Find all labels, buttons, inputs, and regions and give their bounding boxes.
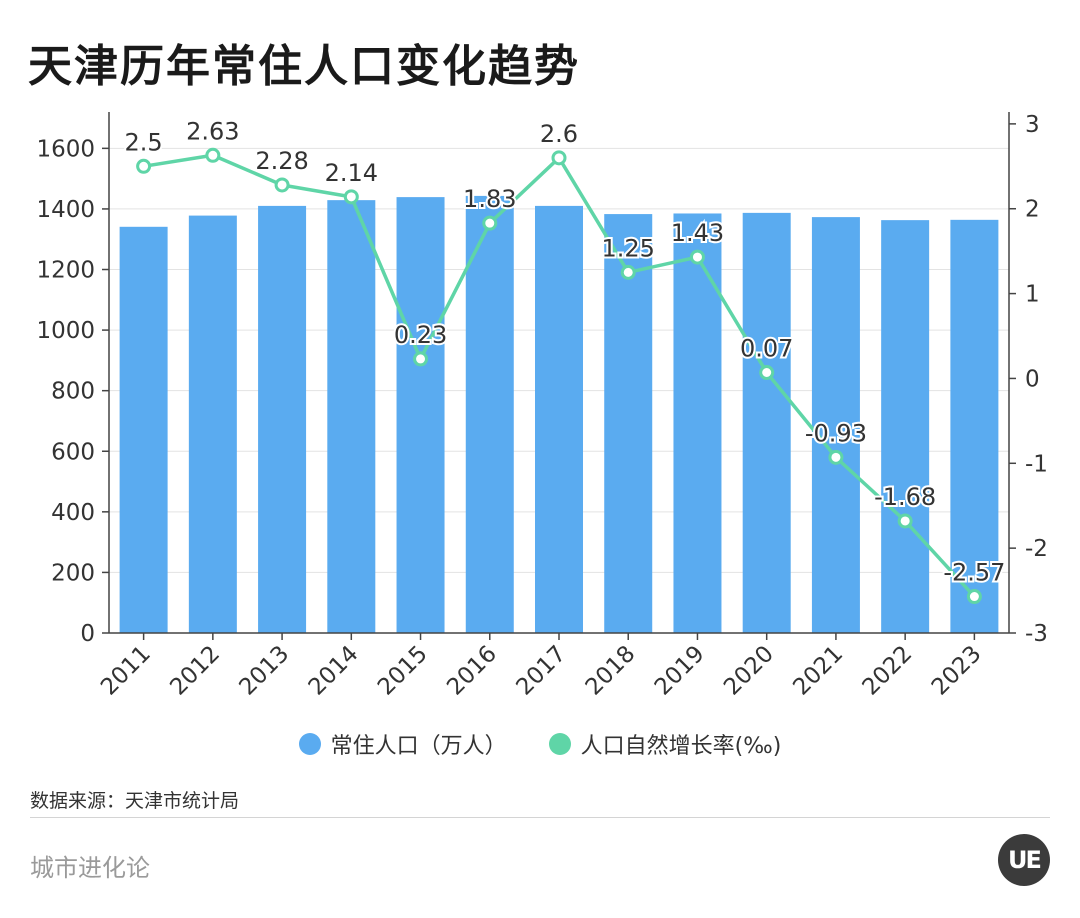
y-right-tick-label: -3 bbox=[1025, 621, 1048, 647]
legend-label-growth-rate: 人口自然增长率(‰) bbox=[580, 734, 782, 759]
x-tick-label: 2015 bbox=[373, 641, 433, 701]
bar bbox=[950, 219, 999, 633]
data-point bbox=[620, 264, 636, 280]
x-tick-label: 2016 bbox=[442, 641, 502, 701]
combo-chart: 0 200 400 600 800 1000 1200 1400 1600 -3 -2 -1 0 1 2 3 2… bbox=[36, 112, 1048, 701]
chart-title: 天津历年常住人口变化趋势 bbox=[28, 41, 580, 92]
data-source: 数据来源：天津市统计局 bbox=[30, 790, 240, 812]
bar bbox=[188, 215, 237, 634]
data-point bbox=[274, 177, 290, 193]
brand-name: 城市进化论 bbox=[30, 854, 150, 882]
bar bbox=[465, 195, 514, 634]
y-left-tick-label: 0 bbox=[80, 621, 95, 647]
x-tick-label: 2020 bbox=[719, 641, 779, 701]
x-tick-label: 2023 bbox=[927, 641, 987, 701]
bar bbox=[742, 212, 791, 633]
data-label: 1.83 bbox=[463, 185, 516, 213]
data-label: 2.14 bbox=[325, 159, 378, 187]
data-point bbox=[966, 589, 982, 605]
bar bbox=[881, 220, 930, 633]
y-right-tick-label: -2 bbox=[1025, 536, 1048, 562]
y-right-tick-label: 0 bbox=[1025, 366, 1040, 392]
y-left-tick-label: 1600 bbox=[36, 136, 95, 162]
brand-logo: UE bbox=[998, 834, 1050, 886]
x-tick-label: 2011 bbox=[96, 641, 156, 701]
x-tick-label: 2012 bbox=[165, 641, 225, 701]
y-left-tick-label: 400 bbox=[51, 500, 95, 526]
bar bbox=[811, 217, 860, 634]
y-right-tick-label: -1 bbox=[1025, 451, 1048, 477]
data-point bbox=[897, 513, 913, 529]
y-right-tick-label: 1 bbox=[1025, 282, 1040, 308]
data-label: 2.28 bbox=[255, 147, 308, 175]
data-label: 1.25 bbox=[602, 234, 655, 262]
legend-label-population: 常住人口（万人） bbox=[330, 734, 507, 759]
data-point bbox=[413, 351, 429, 367]
bar bbox=[604, 214, 653, 633]
legend-swatch-line bbox=[548, 733, 571, 755]
x-tick-label: 2013 bbox=[235, 641, 295, 701]
y-left-tick-label: 200 bbox=[51, 560, 95, 586]
bar bbox=[535, 205, 583, 633]
legend-swatch-bar bbox=[298, 733, 321, 755]
x-tick-label: 2018 bbox=[581, 641, 641, 701]
bar bbox=[396, 197, 445, 633]
y-right-tick-label: 2 bbox=[1025, 197, 1040, 223]
data-label: 0.23 bbox=[394, 321, 447, 349]
data-label: 2.5 bbox=[125, 128, 163, 156]
data-label: -2.57 bbox=[943, 559, 1005, 587]
bar bbox=[258, 205, 307, 633]
legend-item-population[interactable]: 常住人口（万人） bbox=[298, 728, 507, 760]
y-left-tick-label: 1200 bbox=[36, 258, 95, 284]
data-label: 1.43 bbox=[671, 219, 724, 247]
y-left-tick-label: 600 bbox=[51, 439, 95, 465]
data-point bbox=[759, 365, 775, 380]
data-point bbox=[482, 215, 498, 231]
x-tick-label: 2017 bbox=[511, 641, 571, 701]
data-point bbox=[689, 249, 705, 265]
data-point bbox=[205, 147, 221, 163]
data-label: 2.6 bbox=[540, 120, 578, 148]
bar bbox=[327, 200, 376, 633]
y-left-tick-label: 1400 bbox=[36, 197, 95, 223]
data-label: 2.63 bbox=[186, 117, 239, 145]
y-left-tick-label: 1000 bbox=[36, 318, 95, 344]
data-label: -0.93 bbox=[805, 419, 867, 447]
x-tick-label: 2021 bbox=[788, 641, 848, 701]
x-tick-label: 2022 bbox=[858, 641, 918, 701]
y-left-tick-label: 800 bbox=[51, 379, 95, 405]
data-label: 0.07 bbox=[740, 335, 793, 363]
data-label: -1.68 bbox=[874, 483, 936, 511]
x-tick-label: 2019 bbox=[650, 641, 710, 701]
data-point bbox=[136, 158, 152, 174]
bar bbox=[119, 226, 168, 633]
y-right-tick-label: 3 bbox=[1025, 112, 1040, 138]
data-point bbox=[828, 449, 844, 465]
bar bbox=[673, 213, 722, 634]
legend: 常住人口（万人） 人口自然增长率(‰) bbox=[0, 728, 1080, 760]
footer-divider bbox=[30, 817, 1050, 818]
x-tick-label: 2014 bbox=[304, 641, 364, 701]
data-point bbox=[551, 150, 567, 166]
legend-item-growth-rate[interactable]: 人口自然增长率(‰) bbox=[548, 728, 782, 760]
data-point bbox=[343, 189, 359, 205]
